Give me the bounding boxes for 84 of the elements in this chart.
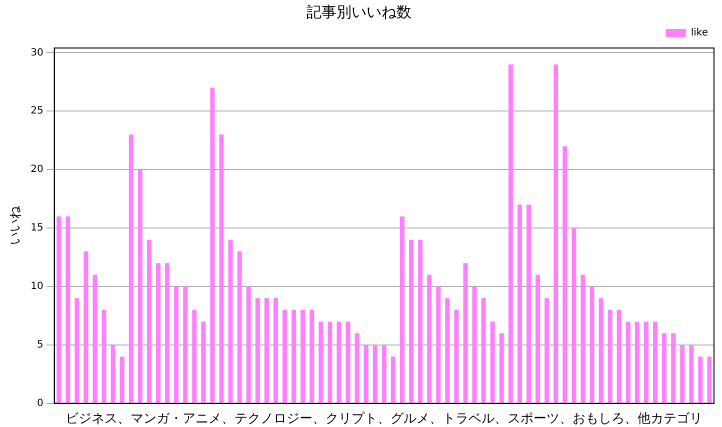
bar [110, 344, 116, 403]
legend-label: like [690, 28, 708, 39]
bar [255, 298, 260, 403]
bar [264, 298, 269, 403]
bar [84, 251, 88, 403]
bar [436, 286, 441, 403]
bar [626, 322, 630, 403]
bar [192, 310, 197, 403]
bar [201, 322, 206, 403]
bar [282, 310, 288, 403]
bar [490, 322, 495, 403]
y-tick-label: 20 [30, 164, 44, 176]
chart-title: 記事別いいね数 [306, 2, 412, 21]
bar [590, 286, 594, 403]
bar [698, 356, 703, 403]
bar [580, 274, 586, 403]
bar [572, 228, 576, 403]
bar [92, 274, 98, 403]
y-tick-label: 10 [30, 281, 44, 292]
bar [536, 274, 540, 403]
bar [183, 286, 188, 403]
bar [74, 298, 80, 403]
bar [707, 356, 712, 403]
bar [644, 322, 648, 403]
bar [382, 344, 386, 403]
bar [165, 263, 170, 403]
bar [328, 322, 332, 403]
bar [616, 310, 622, 403]
bar [228, 240, 233, 403]
bar [56, 216, 62, 403]
y-axis-title: いいね [8, 205, 24, 246]
bar [680, 344, 685, 403]
y-tick-label: 30 [30, 47, 44, 58]
bar [544, 298, 550, 403]
bar [354, 333, 360, 403]
bar [219, 134, 224, 403]
bar [120, 356, 124, 403]
bar [481, 298, 486, 403]
bar [400, 216, 404, 403]
bar [146, 240, 152, 403]
bar [554, 64, 558, 403]
bar [508, 64, 513, 403]
bar [608, 310, 612, 403]
bar [346, 322, 350, 403]
y-tick-label: 0 [36, 398, 44, 409]
bar [662, 333, 667, 403]
y-tick-label: 25 [30, 106, 44, 117]
bar [138, 170, 142, 403]
bar [292, 310, 296, 403]
bar [463, 263, 468, 403]
bar [409, 240, 414, 403]
bar [372, 344, 378, 403]
bar [418, 240, 423, 403]
bar [526, 204, 532, 403]
bar [237, 251, 242, 403]
bar [634, 322, 640, 403]
bar [390, 356, 396, 403]
bar [300, 310, 306, 403]
bar [174, 286, 179, 403]
x-axis-title: ビジネス、マンガ・アニメ、テクノロジー、クリプト、グルメ、トラベル、スポーツ、おもしろ、他カテゴリ [66, 412, 703, 427]
bar [310, 310, 314, 403]
y-tick-label: 5 [36, 340, 44, 351]
bar [517, 204, 522, 403]
y-tick-label: 15 [30, 222, 44, 234]
bar [689, 344, 694, 403]
bar [598, 298, 604, 403]
bar [445, 298, 450, 403]
bar [427, 274, 432, 403]
bar [66, 216, 70, 403]
bar [210, 88, 215, 403]
bar [336, 322, 342, 403]
bar [246, 286, 251, 403]
bar [318, 322, 324, 403]
bar [454, 310, 459, 403]
bar [128, 134, 134, 403]
bar [364, 344, 368, 403]
bar [273, 298, 278, 403]
bar [499, 333, 504, 403]
bar [671, 333, 676, 403]
bar [102, 310, 106, 403]
bar [472, 286, 477, 403]
bar [156, 263, 161, 403]
bar [562, 146, 568, 403]
bar [653, 322, 658, 403]
